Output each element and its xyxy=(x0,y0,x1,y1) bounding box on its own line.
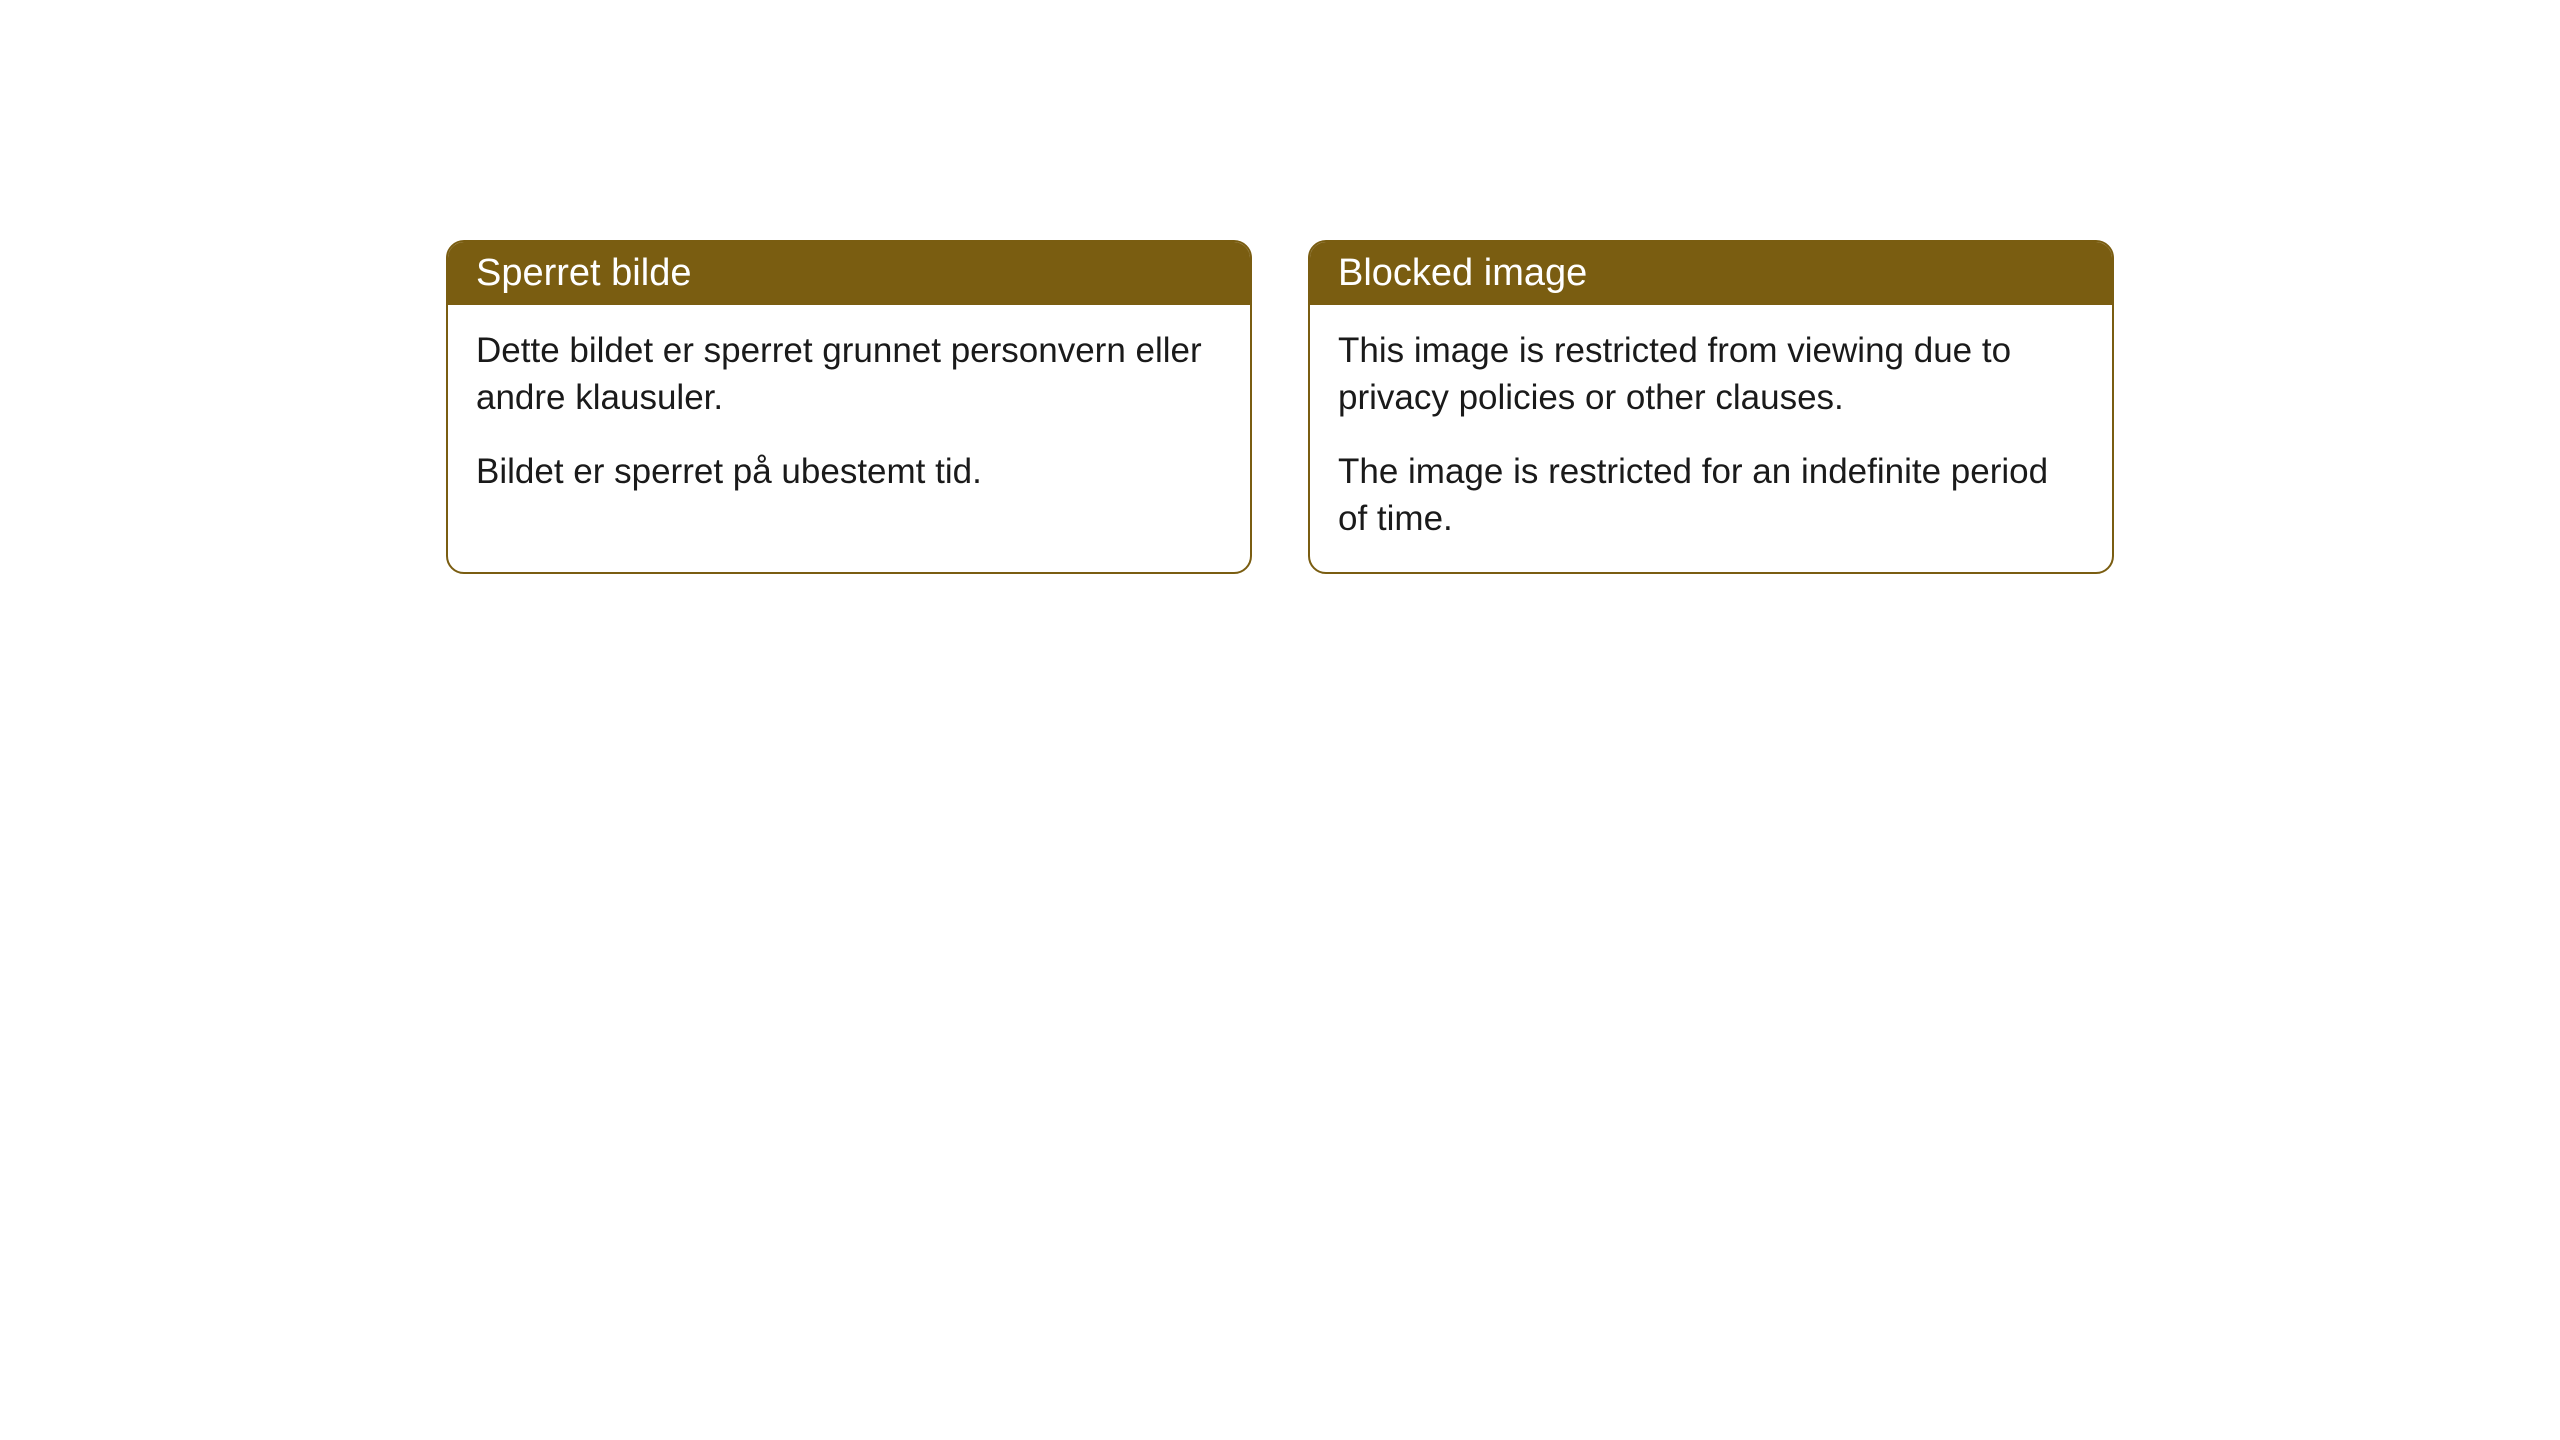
notice-cards-container: Sperret bilde Dette bildet er sperret gr… xyxy=(446,240,2114,574)
notice-card-norwegian: Sperret bilde Dette bildet er sperret gr… xyxy=(446,240,1252,574)
notice-card-title: Sperret bilde xyxy=(476,252,691,294)
notice-card-header: Sperret bilde xyxy=(448,242,1250,305)
notice-card-english: Blocked image This image is restricted f… xyxy=(1308,240,2114,574)
notice-paragraph: The image is restricted for an indefinit… xyxy=(1338,448,2084,543)
notice-card-body: Dette bildet er sperret grunnet personve… xyxy=(448,305,1250,525)
notice-card-body: This image is restricted from viewing du… xyxy=(1310,305,2112,572)
notice-paragraph: This image is restricted from viewing du… xyxy=(1338,327,2084,422)
notice-paragraph: Bildet er sperret på ubestemt tid. xyxy=(476,448,1222,495)
notice-card-header: Blocked image xyxy=(1310,242,2112,305)
notice-paragraph: Dette bildet er sperret grunnet personve… xyxy=(476,327,1222,422)
notice-card-title: Blocked image xyxy=(1338,252,1587,294)
